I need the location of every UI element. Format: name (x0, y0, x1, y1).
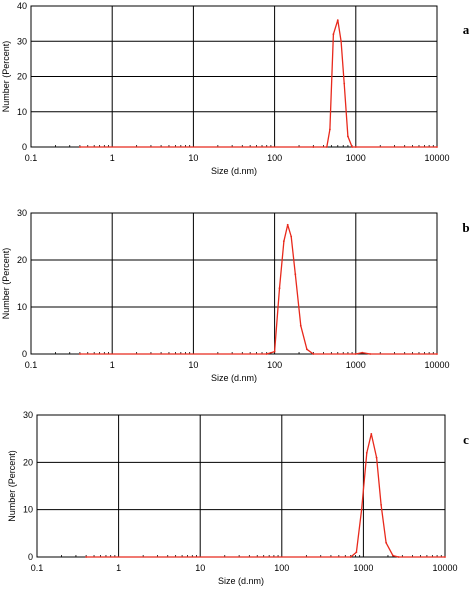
y-tick-label: 10 (17, 302, 27, 312)
data-point (306, 348, 308, 351)
x-tick-label: 1 (116, 563, 121, 573)
data-point (312, 353, 315, 355)
y-tick-label: 10 (23, 505, 33, 515)
x-tick-label: 100 (274, 563, 289, 573)
data-point (360, 508, 363, 511)
data-point (343, 82, 346, 85)
y-tick-label: 30 (17, 208, 27, 218)
x-axis-title: Size (d.nm) (218, 576, 264, 586)
y-tick-label: 30 (17, 36, 27, 46)
data-point (294, 273, 297, 275)
plot-frame (36, 414, 446, 558)
x-tick-label: 10 (188, 153, 198, 163)
series-line (79, 224, 437, 355)
data-point (444, 556, 446, 558)
panel-label: a (463, 22, 470, 37)
data-point (78, 146, 81, 148)
data-point (332, 33, 335, 36)
plot-frame (30, 212, 438, 355)
x-tick-label: 1 (110, 153, 115, 163)
y-tick-label: 20 (23, 457, 33, 467)
data-point (436, 146, 438, 148)
y-axis-title: Number (Percent) (1, 41, 11, 113)
data-point (369, 353, 371, 355)
data-point (340, 40, 343, 43)
y-tick-label: 20 (17, 72, 27, 82)
y-tick-label: 20 (17, 255, 27, 265)
x-axis-title: Size (d.nm) (211, 166, 257, 176)
data-point (78, 353, 81, 355)
series-line (79, 19, 437, 148)
data-point (397, 556, 400, 558)
x-tick-label: 0.1 (25, 153, 38, 163)
data-point (265, 353, 268, 355)
y-tick-label: 10 (17, 107, 27, 117)
x-tick-label: 10000 (432, 563, 457, 573)
y-tick-label: 0 (22, 349, 27, 359)
x-tick-label: 10000 (424, 360, 449, 370)
x-tick-label: 1000 (353, 563, 373, 573)
data-point (351, 146, 353, 148)
data-point (347, 135, 349, 138)
data-point (299, 324, 302, 327)
chart-panel-b: 0.1 1 10 100 1000 10000 0 10 20 30 Size (d.nm) Numb… (1, 208, 470, 383)
data-point (349, 556, 352, 558)
data-point (278, 287, 281, 290)
chart-panel-a: 0.1 1 10 100 1000 10000 0 10 20 30 40 Size (d.nm) Nu… (1, 1, 470, 176)
data-point (436, 353, 438, 355)
data-point (85, 556, 88, 558)
chart-panel-c: 0.1 1 10 100 1000 10000 0 10 20 30 Size (d.nm) Numb… (7, 410, 469, 586)
data-point (273, 350, 276, 353)
x-tick-label: 0.1 (31, 563, 44, 573)
data-point (392, 554, 394, 557)
data-point (282, 240, 285, 243)
data-point (329, 128, 331, 131)
data-point (354, 146, 357, 148)
data-point (370, 433, 373, 435)
data-point (385, 541, 388, 544)
y-tick-label: 40 (17, 1, 27, 11)
data-point (365, 451, 368, 454)
y-axis-title: Number (Percent) (7, 450, 17, 522)
data-point (336, 19, 339, 21)
series-line (86, 433, 445, 558)
x-tick-label: 1000 (346, 360, 366, 370)
data-point (354, 353, 357, 355)
data-point (312, 146, 315, 148)
x-tick-label: 10 (195, 563, 205, 573)
data-point (355, 551, 358, 554)
x-tick-label: 10000 (424, 153, 449, 163)
x-axis-title: Size (d.nm) (211, 373, 257, 383)
x-tick-label: 1 (110, 360, 115, 370)
data-point (325, 146, 328, 148)
y-tick-label: 0 (28, 552, 33, 562)
x-tick-label: 100 (267, 153, 282, 163)
y-tick-label: 0 (22, 142, 27, 152)
y-tick-label: 30 (23, 410, 33, 420)
data-point (361, 351, 364, 354)
panel-label: b (462, 220, 469, 235)
data-point (286, 223, 289, 226)
y-axis-title: Number (Percent) (1, 248, 11, 320)
x-tick-label: 10 (188, 360, 198, 370)
data-point (380, 504, 383, 506)
data-point (290, 235, 293, 238)
x-tick-label: 100 (267, 360, 282, 370)
panel-label: c (463, 432, 469, 447)
x-tick-label: 0.1 (25, 360, 38, 370)
data-point (375, 456, 378, 459)
x-tick-label: 1000 (346, 153, 366, 163)
